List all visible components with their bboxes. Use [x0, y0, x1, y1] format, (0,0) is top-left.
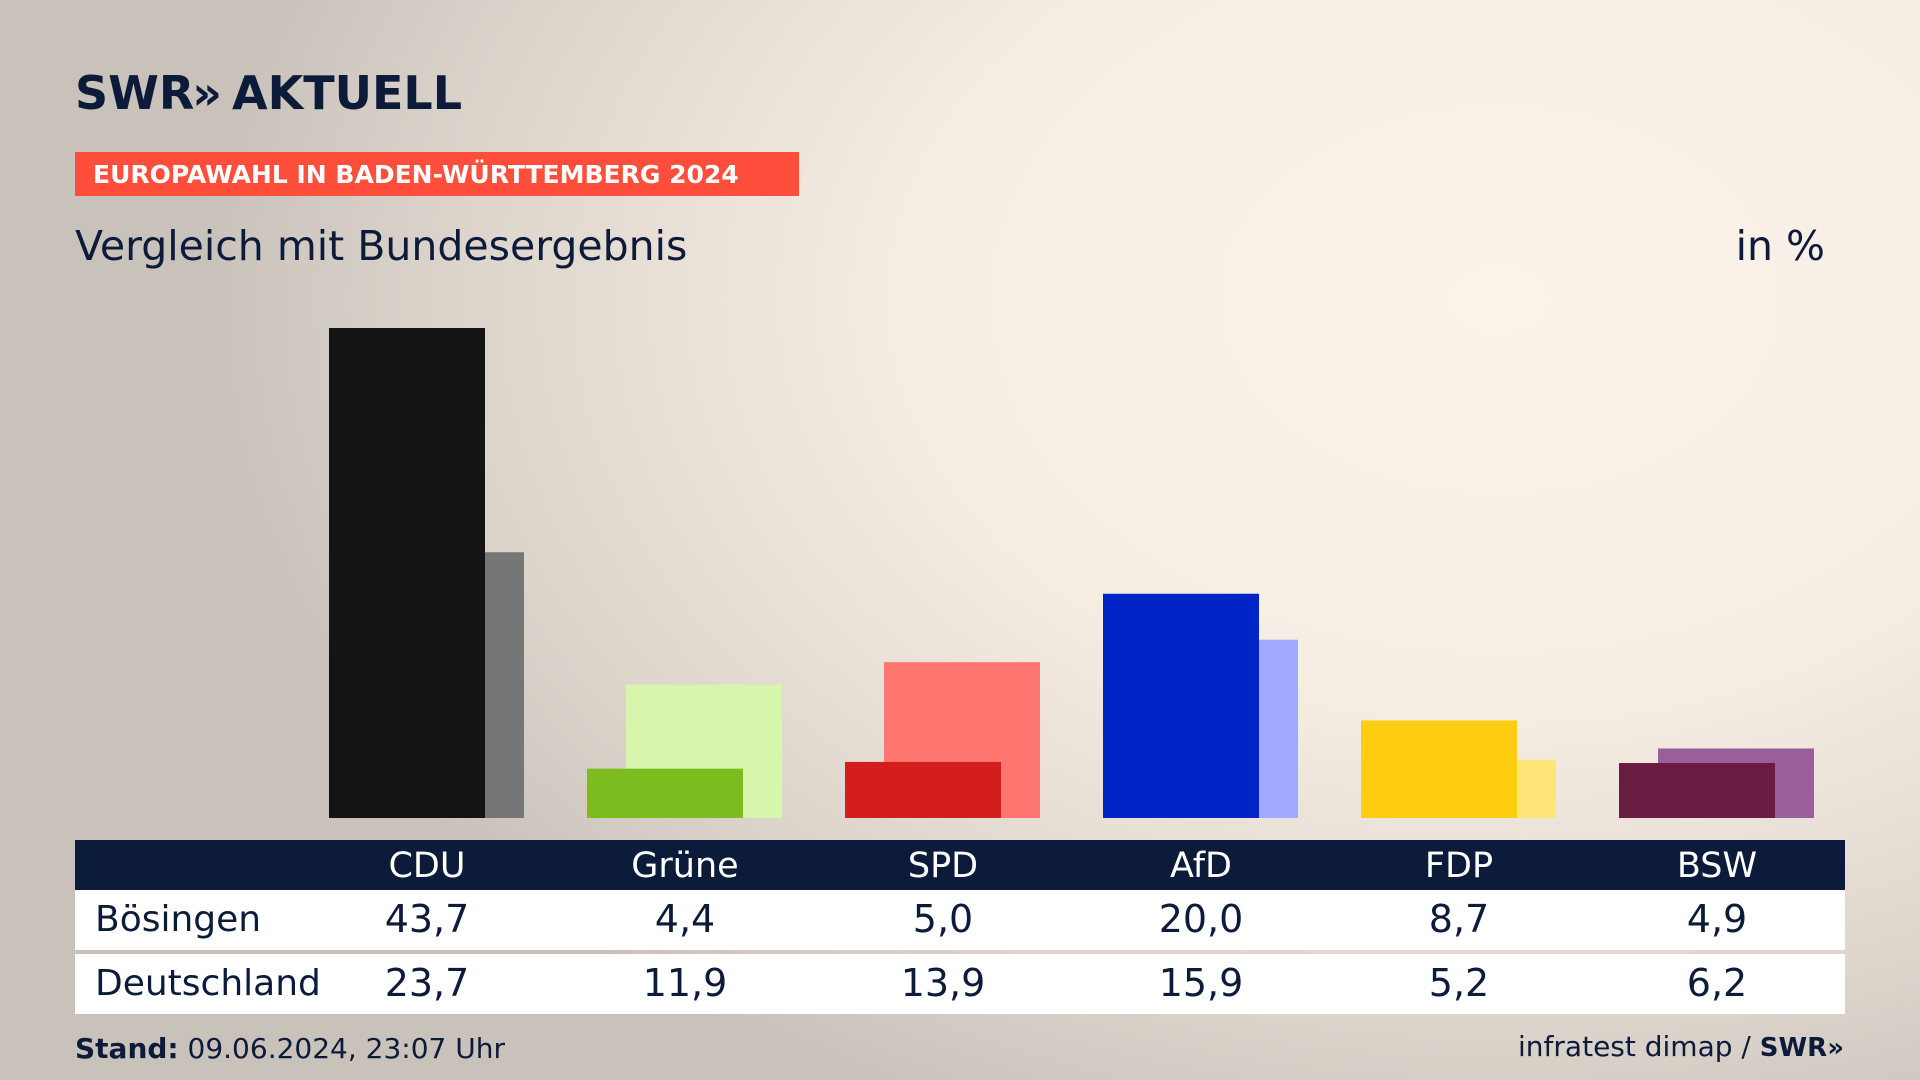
- bar-local-cdu: [329, 328, 485, 818]
- source-name: infratest dimap: [1518, 1030, 1733, 1063]
- chart-subtitle: Vergleich mit Bundesergebnis: [75, 222, 688, 270]
- table-cell: 8,7: [1428, 897, 1490, 941]
- table-cell: 15,9: [1158, 961, 1244, 1005]
- bar-chart: [329, 328, 1814, 818]
- table-cell: 11,9: [642, 961, 728, 1005]
- table-header: CDU Grüne SPD AfD FDP BSW: [75, 840, 1845, 890]
- column-header: BSW: [1676, 846, 1758, 886]
- column-header: FDP: [1424, 846, 1494, 886]
- chart-unit: in %: [1735, 222, 1825, 270]
- banner-text: EUROPAWAHL IN BADEN-WÜRTTEMBERG 2024: [93, 160, 739, 189]
- table-cell: 5,2: [1428, 961, 1490, 1005]
- column-header: AfD: [1170, 846, 1232, 886]
- column-header: SPD: [907, 846, 979, 886]
- bar-local-spd: [845, 761, 1001, 818]
- bar-local-bsw: [1619, 763, 1775, 818]
- swr-aktuell-logo: SWR» AKTUELL: [75, 66, 462, 120]
- table-cell: 4,4: [654, 897, 716, 941]
- logo-aktuell-text: AKTUELL: [232, 66, 463, 120]
- stand-value: 09.06.2024, 23:07 Uhr: [187, 1032, 505, 1065]
- bar-local-afd: [1103, 593, 1259, 818]
- table-cell: 23,7: [384, 961, 470, 1005]
- table-cell: 43,7: [384, 897, 470, 941]
- logo-chevron-icon: »: [192, 66, 223, 120]
- stand-label: Stand:: [75, 1032, 179, 1065]
- table-row: Deutschland 23,7 11,9 13,9 15,9 5,2 6,2: [75, 954, 1845, 1014]
- bar-local-fdp: [1361, 720, 1517, 818]
- source-separator: /: [1741, 1030, 1751, 1063]
- row-label-national: Deutschland: [95, 963, 321, 1004]
- swr-mini-logo: SWR»: [1759, 1033, 1844, 1063]
- source-credit: infratest dimap / SWR»: [1518, 1030, 1844, 1063]
- table-cell: 4,9: [1686, 897, 1748, 941]
- table-cell: 5,0: [912, 897, 974, 941]
- table-cell: 20,0: [1158, 897, 1244, 941]
- logo-swr-text: SWR: [75, 66, 195, 120]
- results-table: CDU Grüne SPD AfD FDP BSW Bösingen 43,7 4,4 5,0…: [75, 840, 1845, 1014]
- timestamp: Stand: 09.06.2024, 23:07 Uhr: [75, 1032, 505, 1065]
- bar-local-grüne: [587, 768, 743, 818]
- table-cell: 6,2: [1686, 961, 1748, 1005]
- row-label-local: Bösingen: [95, 899, 262, 940]
- column-header: Grüne: [631, 846, 739, 886]
- election-banner: EUROPAWAHL IN BADEN-WÜRTTEMBERG 2024: [75, 152, 799, 196]
- table-row: Bösingen 43,7 4,4 5,0 20,0 8,7 4,9: [75, 890, 1845, 950]
- column-header: CDU: [388, 846, 466, 886]
- table-cell: 13,9: [900, 961, 986, 1005]
